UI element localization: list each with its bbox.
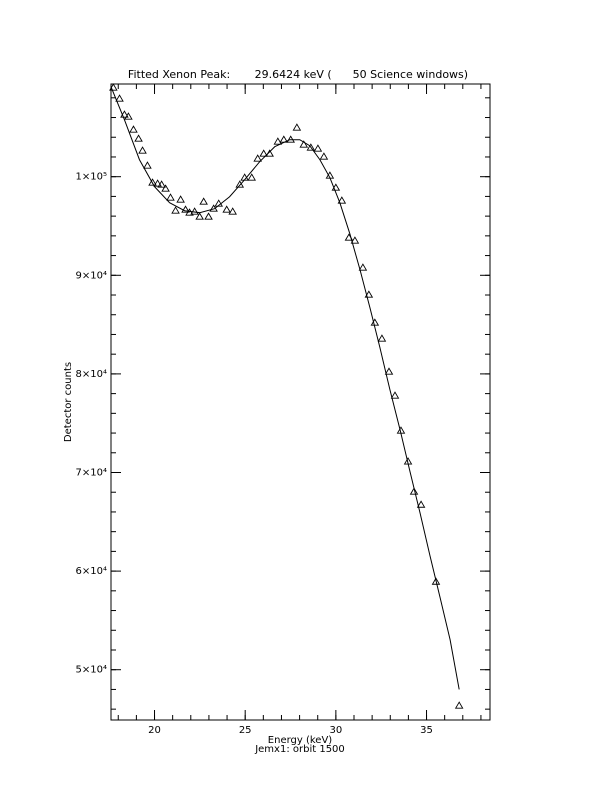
data-point [214, 199, 223, 207]
data-point [166, 193, 175, 201]
data-point [253, 154, 262, 162]
data-point [247, 173, 257, 181]
data-point [259, 149, 268, 157]
data-point [409, 487, 419, 495]
data-point [124, 112, 133, 120]
y-tick-label: 7×10⁴ [76, 468, 107, 479]
data-point [299, 140, 309, 148]
y-axis-label: Detector counts [63, 362, 74, 442]
data-point [185, 208, 194, 216]
data-point [195, 212, 204, 220]
data-point [171, 206, 180, 214]
data-point [181, 205, 190, 213]
data-point [337, 196, 347, 204]
plot-frame [110, 83, 491, 721]
data-point [364, 290, 374, 298]
data-point [306, 143, 316, 151]
data-point [454, 701, 464, 709]
data-point [431, 577, 441, 585]
data-point [161, 184, 170, 192]
data-point [129, 125, 138, 133]
y-tick-label: 1×10⁵ [76, 172, 107, 183]
data-point [350, 236, 360, 244]
data-point [228, 207, 237, 215]
x-tick-label: 30 [329, 725, 342, 736]
x-axis-label: Energy (keV) [268, 735, 333, 746]
data-point [358, 263, 368, 271]
data-point [292, 123, 302, 131]
data-point [204, 212, 213, 220]
y-tick-label: 6×10⁴ [76, 566, 107, 577]
data-point [153, 179, 162, 187]
data-point [235, 180, 245, 188]
data-point [313, 144, 323, 152]
data-point [134, 134, 143, 142]
data-point [222, 205, 231, 213]
fit-line [110, 87, 460, 690]
data-point [148, 178, 157, 186]
data-point [416, 500, 426, 508]
data-point [109, 83, 118, 91]
x-tick-label: 25 [239, 725, 252, 736]
data-point [138, 146, 147, 154]
data-point [390, 391, 400, 399]
data-point [157, 180, 166, 188]
data-point [377, 334, 387, 342]
y-tick-label: 9×10⁴ [76, 270, 107, 281]
data-point [176, 195, 185, 203]
x-tick-label: 35 [420, 725, 433, 736]
data-point [190, 207, 199, 215]
chart-title: Fitted Xenon Peak: 29.6424 keV ( 50 Scie… [128, 68, 468, 81]
data-point [370, 318, 380, 326]
data-point [143, 161, 152, 169]
data-point [115, 94, 124, 102]
data-point [199, 197, 208, 205]
y-tick-label: 5×10⁴ [76, 665, 107, 676]
data-point [384, 367, 394, 375]
y-tick-label: 8×10⁴ [76, 369, 107, 380]
subtitle: Jemx1: orbit 1500 [254, 744, 345, 755]
data-point [319, 152, 329, 160]
x-tick-label: 20 [148, 725, 161, 736]
data-point [273, 137, 283, 145]
